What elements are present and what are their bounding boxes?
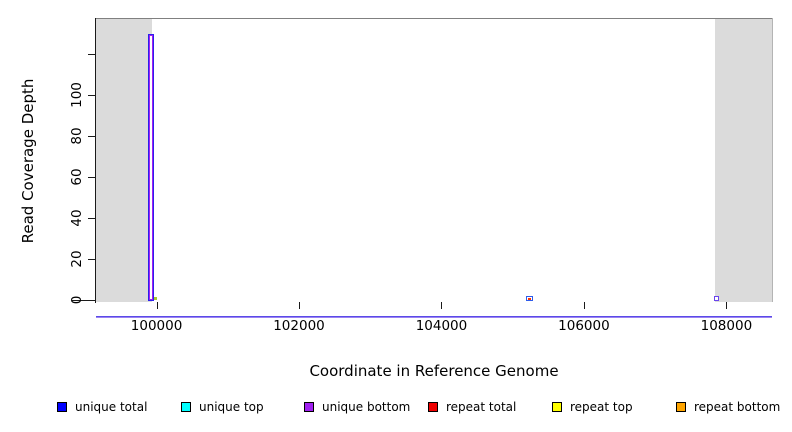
legend-item-unique-total: unique total bbox=[57, 398, 147, 416]
legend-item-repeat-bottom: repeat bottom bbox=[676, 398, 780, 416]
plot-top-border bbox=[96, 18, 773, 19]
repeat-total-swatch-icon bbox=[428, 402, 438, 412]
y-tick bbox=[88, 177, 95, 178]
shaded-region bbox=[96, 19, 152, 302]
coverage-baseline bbox=[96, 315, 772, 317]
legend-label: unique top bbox=[199, 400, 264, 414]
legend: unique total unique top unique bottom re… bbox=[0, 398, 792, 418]
x-tick bbox=[726, 302, 728, 309]
x-tick bbox=[299, 302, 300, 309]
y-tick bbox=[88, 95, 95, 96]
y-tick bbox=[88, 218, 95, 219]
y-tick bbox=[88, 136, 95, 137]
shaded-region bbox=[715, 19, 772, 302]
x-tick bbox=[156, 302, 158, 309]
coverage-spike-inner bbox=[149, 34, 153, 300]
x-axis-line bbox=[72, 300, 96, 301]
coverage-dot bbox=[153, 297, 157, 300]
legend-label: repeat total bbox=[446, 400, 517, 414]
legend-label: unique bottom bbox=[322, 400, 411, 414]
x-tick bbox=[441, 302, 443, 309]
coverage-baseline bbox=[96, 316, 772, 318]
coverage-bump-accent bbox=[527, 297, 531, 300]
coverage-spike bbox=[148, 33, 154, 301]
legend-item-repeat-total: repeat total bbox=[428, 398, 516, 416]
y-axis-title: Read Coverage Depth bbox=[19, 78, 37, 244]
legend-item-unique-top: unique top bbox=[181, 398, 264, 416]
legend-label: repeat bottom bbox=[694, 400, 781, 414]
x-tick-label: 104000 bbox=[415, 318, 468, 334]
y-tick bbox=[88, 259, 95, 260]
repeat-bottom-swatch-icon bbox=[676, 402, 686, 412]
unique-bottom-swatch-icon bbox=[304, 402, 314, 412]
plot-area bbox=[96, 18, 772, 318]
x-tick-label: 100000 bbox=[130, 318, 183, 334]
x-axis-title: Coordinate in Reference Genome bbox=[309, 362, 559, 380]
legend-label: unique total bbox=[75, 400, 148, 414]
plot-right-border bbox=[772, 18, 773, 302]
coverage-bump bbox=[713, 295, 719, 301]
x-tick-label: 102000 bbox=[273, 318, 325, 334]
x-tick-label: 108000 bbox=[700, 318, 753, 334]
legend-item-repeat-top: repeat top bbox=[552, 398, 633, 416]
y-axis-line bbox=[95, 18, 96, 303]
y-tick bbox=[88, 54, 95, 55]
unique-total-swatch-icon bbox=[57, 402, 67, 412]
x-tick bbox=[583, 302, 585, 309]
x-tick-label: 106000 bbox=[558, 318, 610, 334]
unique-top-swatch-icon bbox=[181, 402, 191, 412]
y-tick bbox=[88, 300, 95, 301]
repeat-top-swatch-icon bbox=[552, 402, 562, 412]
coverage-bump bbox=[525, 295, 533, 301]
legend-item-unique-bottom: unique bottom bbox=[304, 398, 410, 416]
legend-label: repeat top bbox=[570, 400, 633, 414]
y-tick-label: 100 bbox=[69, 82, 85, 108]
